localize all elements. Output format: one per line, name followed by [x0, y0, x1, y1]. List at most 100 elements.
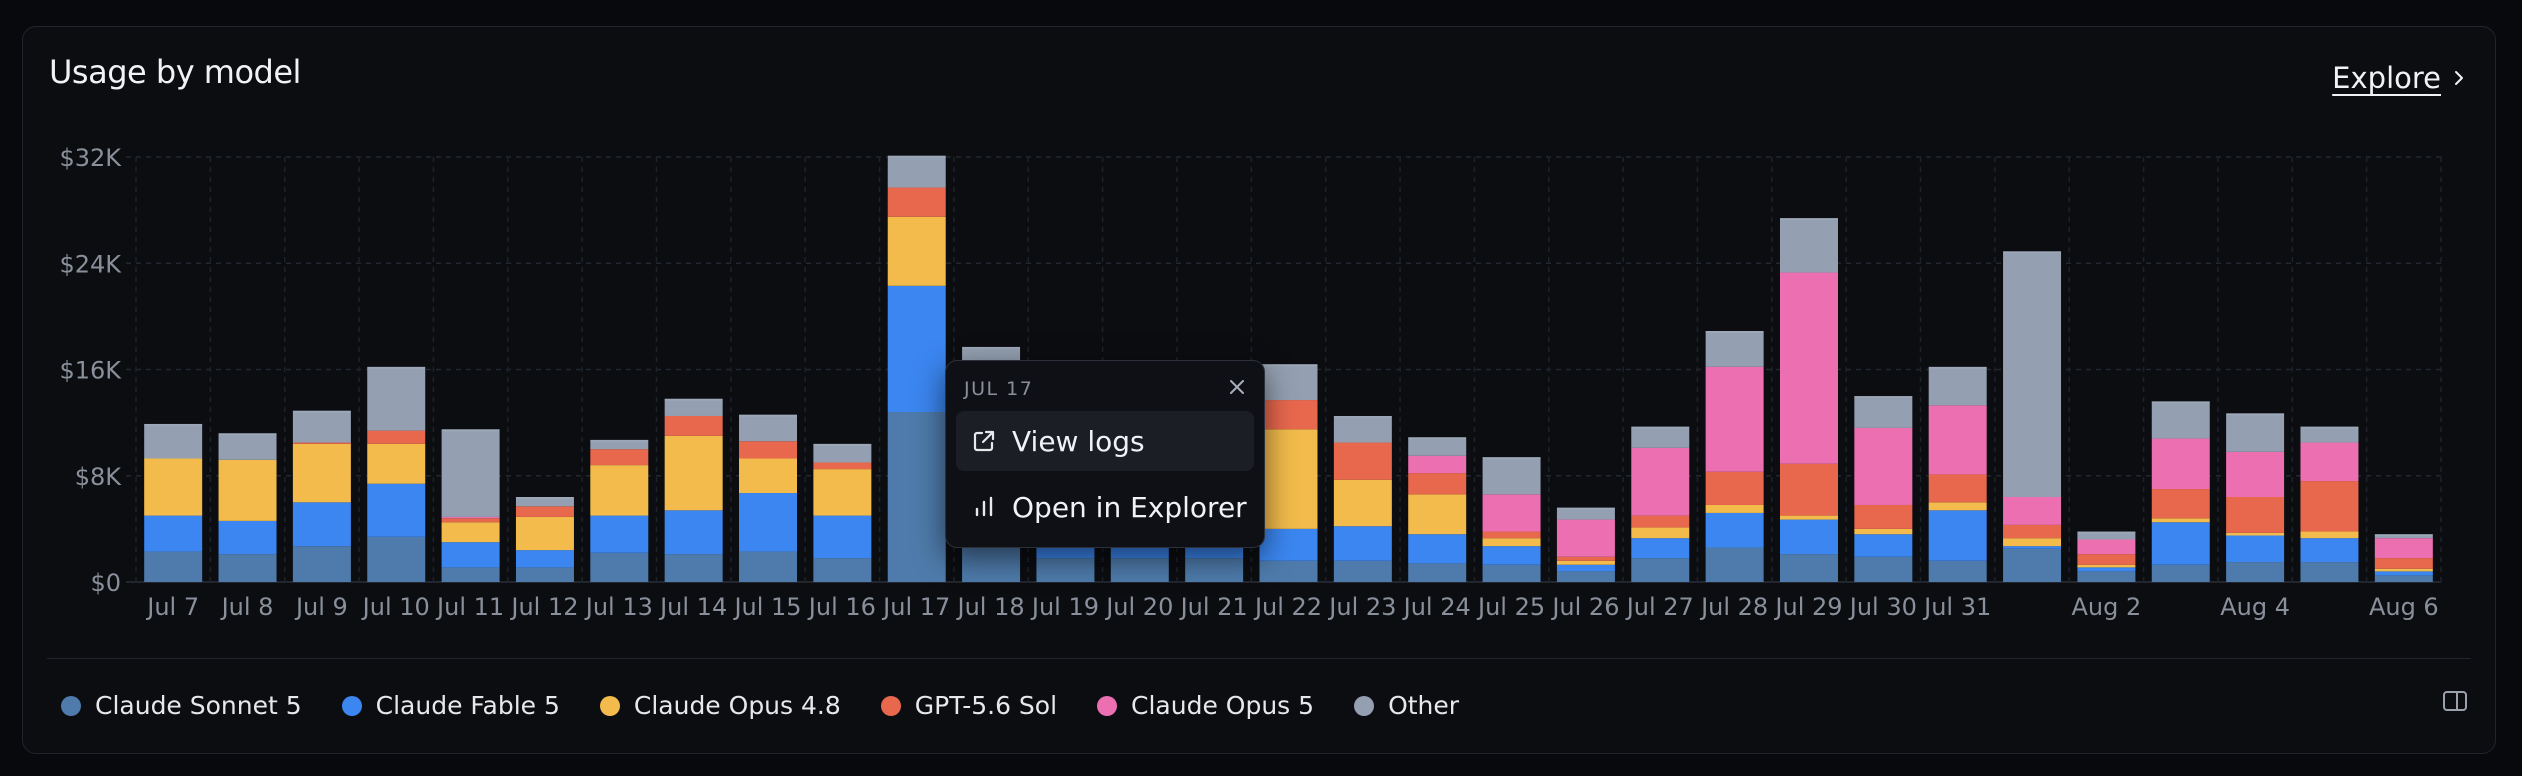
bar-segment — [1333, 479, 1392, 527]
open-in-explorer-item[interactable]: Open in Explorer — [956, 477, 1254, 537]
x-tick-label: Jul 26 — [1550, 593, 1619, 621]
bar-segment — [1110, 558, 1169, 582]
bar-segment — [292, 410, 351, 443]
bar-segment — [2003, 548, 2062, 582]
bar-segment — [1854, 528, 1913, 535]
bar-segment — [2226, 562, 2285, 582]
bar-segment — [1482, 564, 1541, 582]
y-tick-label: $32K — [59, 144, 122, 172]
view-logs-item[interactable]: View logs — [956, 411, 1254, 471]
legend-item[interactable]: Claude Opus 5 — [1097, 691, 1314, 720]
bar-segment — [2300, 562, 2359, 582]
bar-top-highlight — [887, 155, 946, 158]
x-tick-label: Jul 10 — [361, 593, 430, 621]
bar-top-highlight — [292, 410, 351, 413]
x-tick-label: Jul 8 — [220, 593, 274, 621]
bar-segment — [515, 497, 574, 507]
x-tick-label: Jul 15 — [732, 593, 801, 621]
bar-segment — [2300, 426, 2359, 443]
bar-segment — [1556, 519, 1615, 557]
bar-segment — [1631, 515, 1690, 528]
y-tick-label: $16K — [59, 357, 122, 385]
bar-segment — [1556, 571, 1615, 582]
legend-swatch — [1097, 695, 1118, 716]
bar-segment — [1928, 560, 1987, 582]
bar-segment — [441, 518, 500, 523]
bar-segment — [2077, 571, 2136, 582]
bar-segment — [144, 551, 203, 582]
bar-segment — [664, 415, 723, 436]
x-tick-label: Jul 13 — [584, 593, 653, 621]
bar-segment — [441, 429, 500, 517]
bar-segment — [2151, 438, 2210, 490]
bar-segment — [2226, 451, 2285, 497]
legend-item[interactable]: Claude Fable 5 — [341, 691, 560, 720]
bar-segment — [441, 567, 500, 582]
legend-label: Other — [1388, 691, 1460, 720]
bar-segment — [664, 398, 723, 416]
bar-top-highlight — [1408, 437, 1467, 440]
legend-item[interactable]: Other — [1354, 691, 1459, 720]
bar-segment — [1556, 560, 1615, 565]
bar-segment — [2226, 532, 2285, 536]
bar-segment — [2077, 564, 2136, 568]
bar-segment — [515, 506, 574, 517]
bar-segment — [2374, 568, 2433, 572]
x-tick-label: Aug 6 — [2369, 593, 2439, 621]
bar-segment — [887, 412, 946, 582]
sidebar-panel-icon[interactable] — [2441, 687, 2469, 715]
legend-swatch — [599, 695, 620, 716]
bar-segment — [1928, 405, 1987, 475]
legend-item[interactable]: GPT-5.6 Sol — [880, 691, 1058, 720]
bar-segment — [2151, 401, 2210, 439]
bar-segment — [962, 542, 1021, 582]
legend-item[interactable]: Claude Sonnet 5 — [61, 691, 302, 720]
bar-segment — [2374, 571, 2433, 576]
bar-segment — [1556, 507, 1615, 520]
legend-label: Claude Fable 5 — [375, 691, 560, 720]
bar-segment — [739, 414, 798, 442]
bar-segment — [887, 187, 946, 217]
bar-segment — [739, 551, 798, 582]
bar-segment — [1705, 471, 1764, 505]
x-tick-label: Jul 24 — [1402, 593, 1471, 621]
bar-top-highlight — [218, 433, 277, 436]
bar-segment — [739, 441, 798, 459]
x-tick-label: Jul 16 — [807, 593, 876, 621]
y-tick-label: $8K — [75, 463, 123, 491]
bar-segment — [1482, 494, 1541, 532]
bar-segment — [590, 439, 649, 450]
bar-segment — [218, 459, 277, 521]
bar-segment — [1482, 538, 1541, 547]
x-tick-label: Jul 18 — [956, 593, 1025, 621]
bar-top-highlight — [1556, 507, 1615, 510]
legend-label: Claude Opus 4.8 — [633, 691, 841, 720]
x-tick-label: Jul 23 — [1327, 593, 1396, 621]
close-icon[interactable] — [1224, 374, 1250, 400]
bar-segment — [367, 430, 426, 444]
legend-label: GPT-5.6 Sol — [914, 691, 1058, 720]
bar-segment — [1556, 556, 1615, 561]
bar-segment — [2003, 538, 2062, 547]
bar-top-highlight — [1854, 396, 1913, 399]
legend-swatch — [1354, 695, 1375, 716]
bar-segment — [441, 542, 500, 568]
bar-segment — [2300, 531, 2359, 539]
bar-segment — [2374, 534, 2433, 539]
legend-item[interactable]: Claude Opus 4.8 — [599, 691, 841, 720]
explore-link[interactable]: Explore — [2332, 61, 2469, 95]
bar-segment — [1631, 538, 1690, 559]
bar-segment — [887, 155, 946, 188]
bar-segment — [887, 285, 946, 412]
bar-segment — [218, 520, 277, 555]
bar-segment — [1631, 426, 1690, 448]
bar-top-highlight — [1259, 364, 1318, 367]
bar-segment — [2374, 538, 2433, 559]
bar-segment — [2077, 539, 2136, 555]
bar-segment — [664, 510, 723, 555]
bar-top-highlight — [2300, 426, 2359, 429]
bar-top-highlight — [813, 443, 872, 446]
x-tick-label: Jul 17 — [881, 593, 950, 621]
bar-segment — [2077, 531, 2136, 540]
bar-segment — [1779, 218, 1838, 273]
